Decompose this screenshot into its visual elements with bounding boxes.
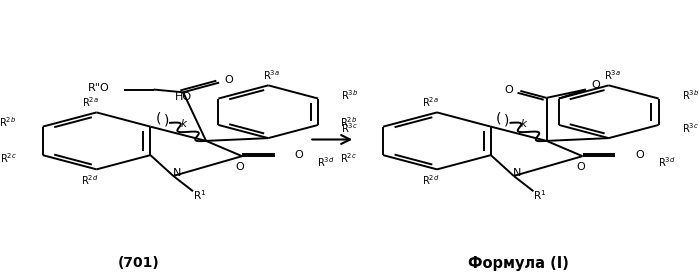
Text: HO: HO <box>175 92 192 102</box>
Text: R$^{2b}$: R$^{2b}$ <box>340 116 357 129</box>
Text: R$^{2c}$: R$^{2c}$ <box>0 151 17 165</box>
Text: R"O: R"O <box>88 83 110 93</box>
Text: ): ) <box>164 114 169 128</box>
Text: O: O <box>294 150 303 160</box>
Text: O: O <box>591 80 600 90</box>
Text: ): ) <box>504 114 510 128</box>
Text: N: N <box>173 168 181 178</box>
Text: O: O <box>576 162 585 172</box>
Text: O: O <box>236 162 245 172</box>
Text: (: ( <box>155 112 161 126</box>
Text: O: O <box>224 75 233 85</box>
Text: (701): (701) <box>118 256 160 270</box>
Text: R$^{2a}$: R$^{2a}$ <box>82 95 99 109</box>
Text: R$^{2d}$: R$^{2d}$ <box>81 173 99 187</box>
Text: R$^{3c}$: R$^{3c}$ <box>341 121 358 135</box>
Text: R$^{2a}$: R$^{2a}$ <box>422 95 439 109</box>
Text: R$^{2c}$: R$^{2c}$ <box>340 151 357 165</box>
Text: Формула (I): Формула (I) <box>468 256 569 271</box>
Text: R$^{2b}$: R$^{2b}$ <box>0 116 17 129</box>
Text: (: ( <box>496 112 501 126</box>
Text: R$^{3d}$: R$^{3d}$ <box>317 155 335 169</box>
Text: R$^{2d}$: R$^{2d}$ <box>421 173 439 187</box>
Text: R$^{3b}$: R$^{3b}$ <box>682 88 699 102</box>
Text: k: k <box>521 119 526 129</box>
Text: N: N <box>513 168 521 178</box>
Text: O: O <box>504 85 513 95</box>
Text: R$^{3d}$: R$^{3d}$ <box>658 155 675 169</box>
Text: O: O <box>635 150 644 160</box>
Text: R$^{3a}$: R$^{3a}$ <box>603 68 621 82</box>
Text: R$^1$: R$^1$ <box>533 189 547 202</box>
Text: R$^{3a}$: R$^{3a}$ <box>263 68 280 82</box>
Text: R$^{3b}$: R$^{3b}$ <box>341 88 359 102</box>
Text: k: k <box>180 119 186 129</box>
Text: R$^1$: R$^1$ <box>193 189 206 202</box>
Text: R$^{3c}$: R$^{3c}$ <box>682 121 698 135</box>
